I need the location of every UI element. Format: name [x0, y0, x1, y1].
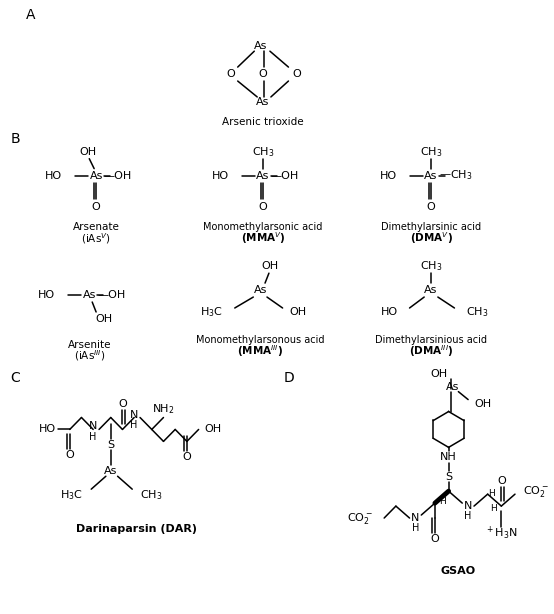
Text: Arsenic trioxide: Arsenic trioxide [222, 117, 304, 127]
Text: H: H [131, 421, 138, 430]
Text: N: N [411, 513, 419, 523]
Text: NH: NH [440, 453, 457, 462]
Text: (MMA$^V$): (MMA$^V$) [241, 230, 285, 246]
Text: (DMA$^V$): (DMA$^V$) [409, 230, 453, 246]
Text: As: As [254, 285, 267, 295]
Text: H: H [488, 489, 495, 498]
Text: As: As [257, 171, 270, 181]
Text: N: N [130, 410, 138, 419]
Text: As: As [104, 466, 117, 476]
Text: As: As [254, 41, 267, 51]
Text: As: As [89, 171, 103, 181]
Text: Arsenate: Arsenate [73, 222, 120, 232]
Text: CH$_3$: CH$_3$ [466, 305, 489, 319]
Text: Monomethylarsonic acid: Monomethylarsonic acid [203, 222, 323, 232]
Text: HO: HO [379, 171, 397, 181]
Text: N: N [464, 501, 473, 511]
Text: Arsenite: Arsenite [68, 340, 111, 350]
Text: (iAs$^V$): (iAs$^V$) [81, 231, 111, 246]
Text: O: O [292, 69, 301, 79]
Text: D: D [284, 371, 295, 385]
Text: S: S [107, 440, 114, 451]
Text: H: H [439, 497, 446, 505]
Text: O: O [118, 398, 127, 408]
Text: CO$_2^-$: CO$_2^-$ [523, 484, 548, 499]
Text: A: A [26, 9, 35, 22]
Text: O: O [65, 450, 74, 460]
Text: H$_3$C: H$_3$C [200, 305, 223, 319]
Text: HO: HO [39, 424, 56, 435]
Text: $^+$H$_3$N: $^+$H$_3$N [485, 524, 518, 542]
Text: H: H [90, 432, 97, 443]
Text: HO: HO [45, 171, 62, 181]
Text: —CH$_3$: —CH$_3$ [439, 169, 473, 182]
Text: CH$_3$: CH$_3$ [252, 145, 274, 158]
Text: H: H [412, 523, 419, 533]
Text: As: As [83, 290, 96, 300]
Text: O: O [259, 203, 268, 212]
Text: H$_3$C: H$_3$C [60, 488, 84, 502]
Text: OH: OH [289, 307, 306, 317]
Text: As: As [257, 97, 270, 107]
Text: OH: OH [204, 424, 222, 435]
Text: OH: OH [80, 147, 97, 157]
Text: O: O [92, 203, 100, 212]
Text: HO: HO [38, 290, 55, 300]
Text: —OH: —OH [271, 171, 299, 181]
Text: As: As [446, 382, 459, 392]
Text: O: O [430, 534, 439, 544]
Text: H: H [464, 511, 472, 521]
Text: OH: OH [474, 398, 491, 408]
Text: CH$_3$: CH$_3$ [420, 145, 442, 158]
Text: (DMA$^{III}$): (DMA$^{III}$) [409, 343, 453, 359]
Text: (MMA$^{III}$): (MMA$^{III}$) [237, 343, 283, 359]
Text: H: H [490, 503, 497, 513]
Text: O: O [427, 203, 435, 212]
Text: As: As [424, 171, 438, 181]
Text: CH$_3$: CH$_3$ [420, 259, 442, 273]
Text: (iAs$^{III}$): (iAs$^{III}$) [74, 348, 105, 363]
Text: OH: OH [261, 261, 279, 271]
Text: HO: HO [212, 171, 229, 181]
Text: N: N [89, 421, 98, 432]
Text: O: O [497, 476, 506, 486]
Text: As: As [424, 285, 438, 295]
Text: CH$_3$: CH$_3$ [140, 488, 162, 502]
Text: HO: HO [381, 307, 398, 317]
Text: C: C [10, 371, 20, 385]
Text: —OH: —OH [97, 290, 125, 300]
Text: GSAO: GSAO [441, 566, 476, 576]
Text: CO$_2^-$: CO$_2^-$ [347, 510, 372, 526]
Text: O: O [259, 69, 268, 79]
Text: OH: OH [95, 314, 112, 324]
Text: Dimethylarsinious acid: Dimethylarsinious acid [375, 335, 487, 345]
Text: O: O [182, 453, 191, 462]
Text: B: B [10, 132, 20, 146]
Text: OH: OH [430, 368, 448, 379]
Text: S: S [445, 472, 452, 482]
Text: Darinaparsin (DAR): Darinaparsin (DAR) [76, 524, 197, 534]
Text: Dimethylarsinic acid: Dimethylarsinic acid [381, 222, 481, 232]
Text: —OH: —OH [104, 171, 132, 181]
Text: NH$_2$: NH$_2$ [152, 403, 175, 416]
Text: O: O [227, 69, 235, 79]
Text: Monomethylarsonous acid: Monomethylarsonous acid [196, 335, 325, 345]
